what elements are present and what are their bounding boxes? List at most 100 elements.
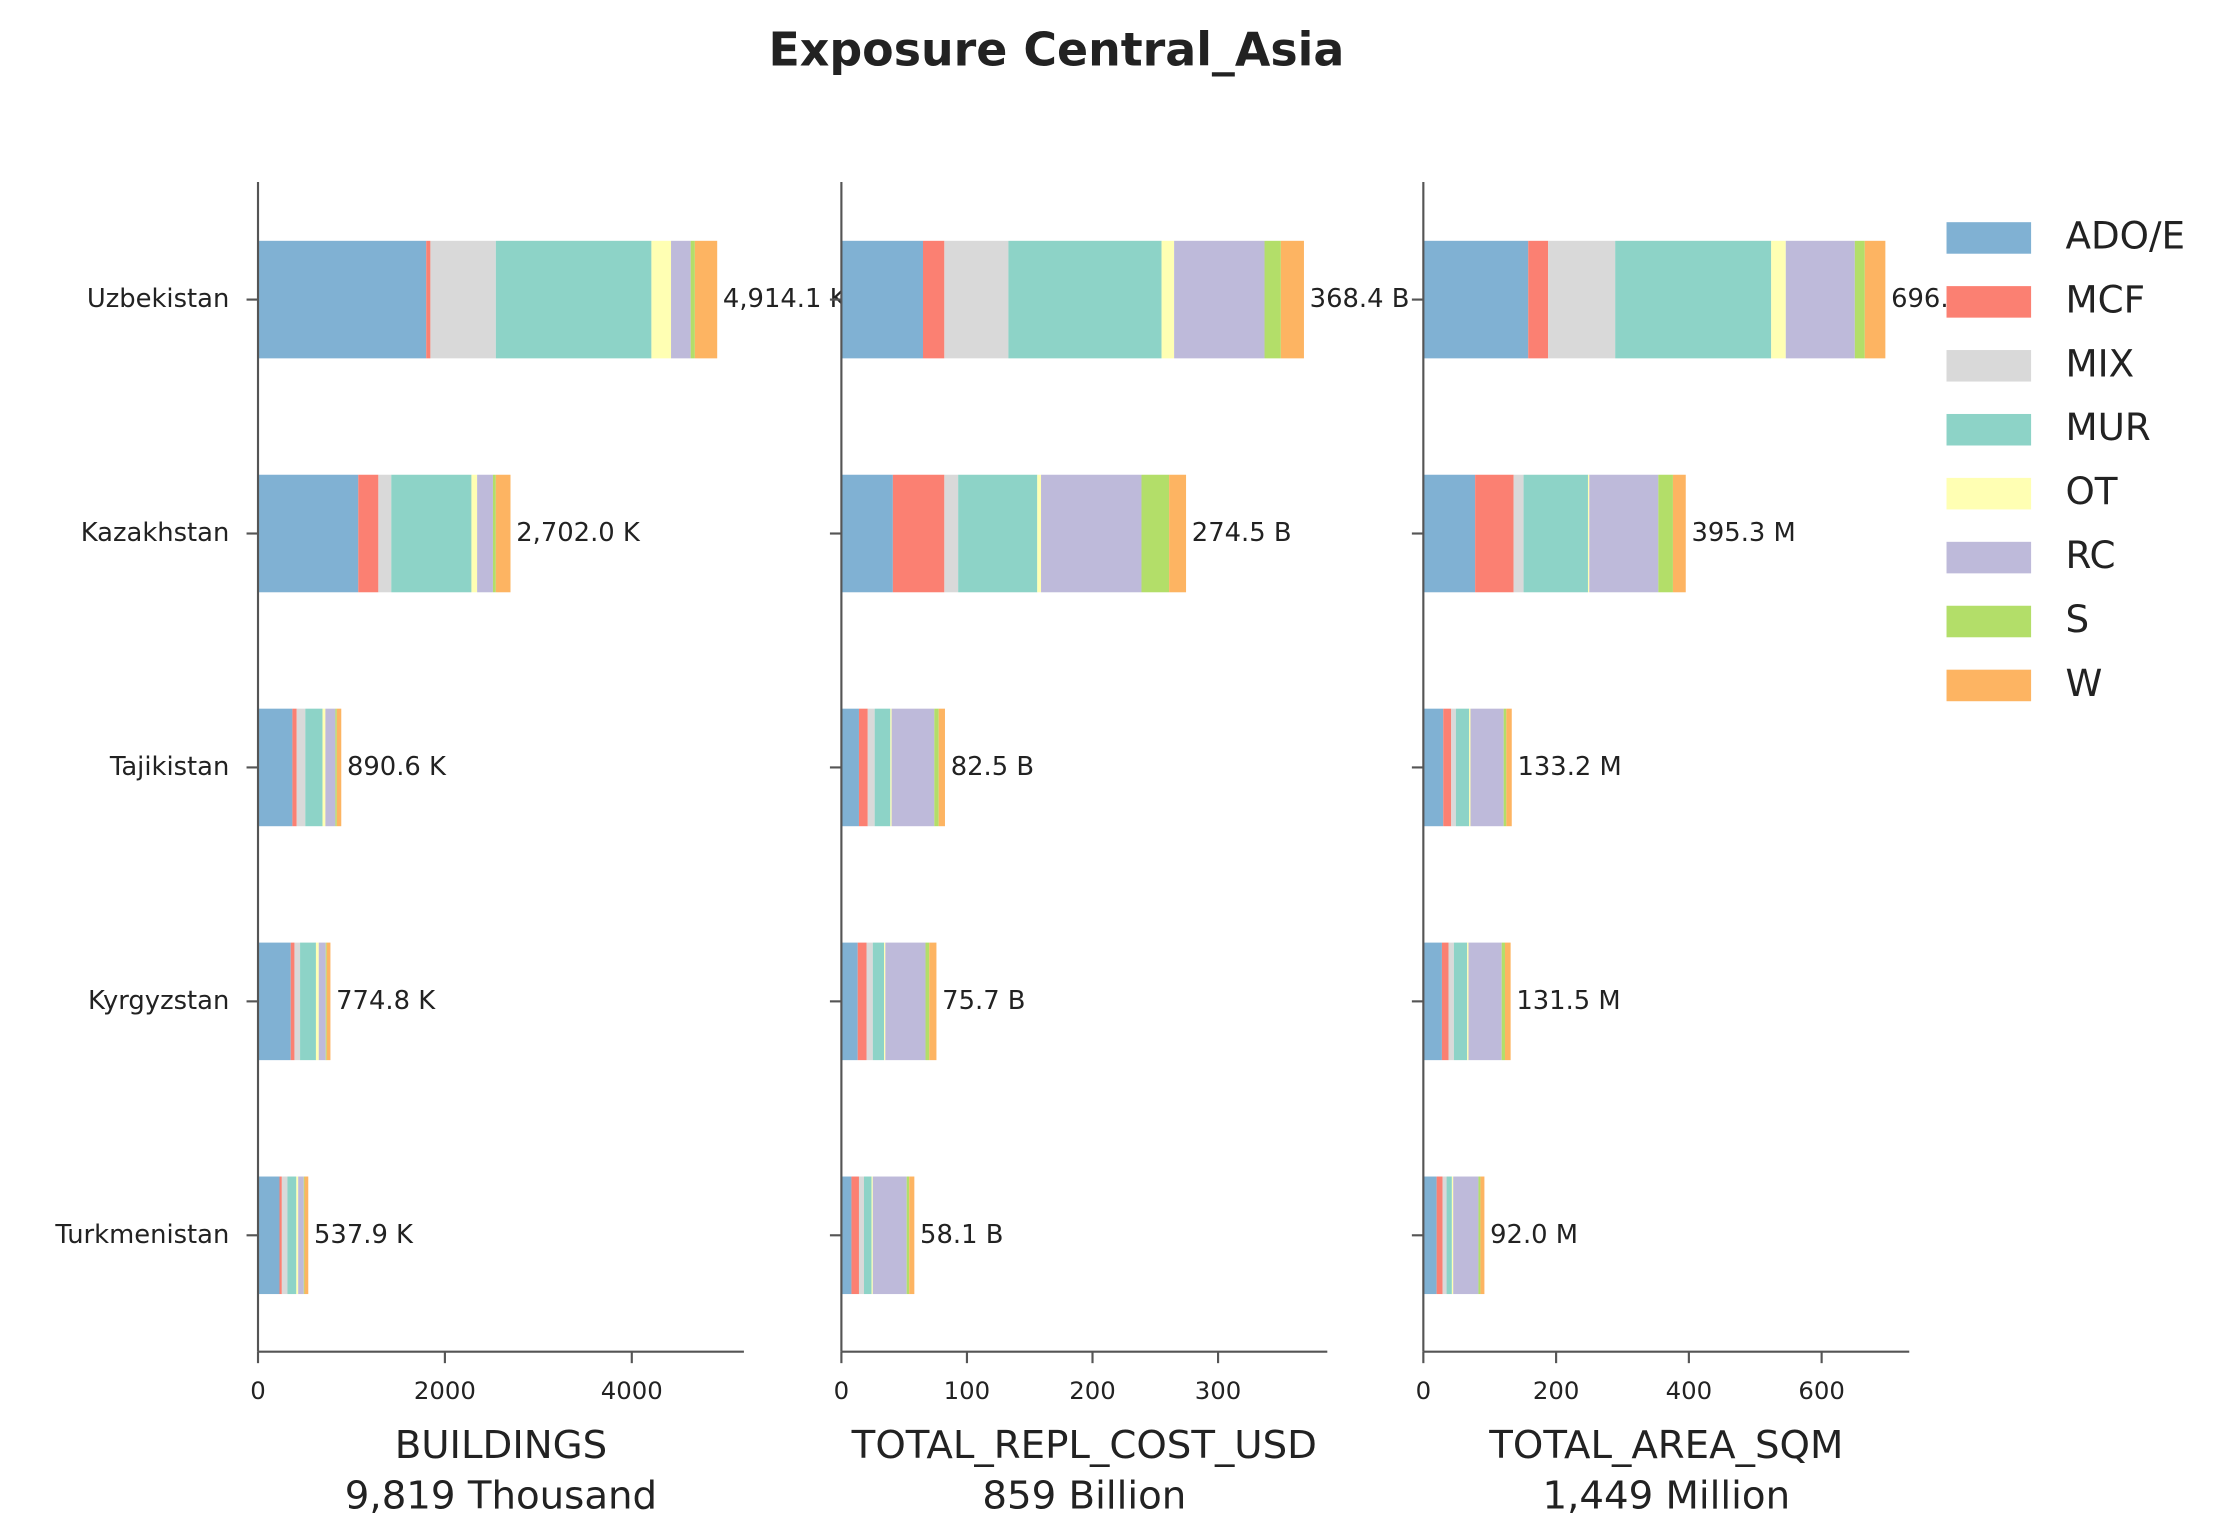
x-axis-total: 859 Billion (982, 1473, 1186, 1518)
bar-segment (906, 1176, 910, 1295)
bar-segment (1280, 240, 1304, 359)
total-label: 537.9 K (314, 1220, 414, 1250)
bar-segment (866, 942, 873, 1061)
y-tick-label: Turkmenistan (54, 1220, 229, 1250)
bar-segment (258, 240, 427, 359)
bar-segment (694, 240, 718, 359)
bar-segment (258, 1176, 280, 1295)
bar-segment (671, 240, 691, 359)
total-label: 368.4 B (1310, 284, 1410, 314)
y-tick-label: Tajikistan (109, 752, 229, 782)
legend-label: OT (2065, 469, 2117, 513)
bar-segment (1453, 942, 1468, 1061)
bar-segment (891, 708, 935, 827)
bar-segment (258, 942, 291, 1061)
bar-segment (1501, 942, 1505, 1061)
bar-segment (890, 708, 892, 827)
bar-segment (1785, 240, 1855, 359)
total-label: 131.5 M (1516, 986, 1620, 1016)
x-tick-label: 400 (1666, 1376, 1713, 1405)
bar-segment (495, 240, 652, 359)
x-axis-total: 1,449 Million (1542, 1473, 1790, 1518)
bar-segment (892, 474, 945, 593)
bar-segment (1504, 942, 1511, 1061)
bar-segment (863, 1176, 872, 1295)
legend-label: W (2065, 661, 2102, 705)
bar-segment (426, 240, 431, 359)
bar-segment (1467, 942, 1469, 1061)
bar-segment (858, 1176, 864, 1295)
legend-swatch (1946, 605, 2032, 638)
legend-swatch (1946, 222, 2032, 254)
bar-segment (944, 474, 959, 593)
bar-segment (1446, 1176, 1452, 1295)
legend-label: RC (2065, 533, 2115, 577)
bar-segment (1441, 942, 1449, 1061)
bar-segment (884, 942, 886, 1061)
bar-segment (1169, 474, 1187, 593)
x-axis-total: 9,819 Thousand (345, 1473, 657, 1518)
bar-segment (1475, 474, 1514, 593)
bar-segment (938, 708, 945, 827)
bar-segment (1453, 1176, 1479, 1295)
bar-segment (391, 474, 472, 593)
bar-segment (318, 942, 326, 1061)
bar-segment (857, 942, 867, 1061)
bar-segment (1455, 708, 1470, 827)
bar-segment (1141, 474, 1170, 593)
bar-segment (1161, 240, 1175, 359)
bar-segment (851, 1176, 859, 1295)
legend-swatch (1946, 286, 2032, 318)
bar-segment (1528, 240, 1549, 359)
bar-segment (495, 474, 511, 593)
bar-segment (258, 474, 359, 593)
bar-segment (1423, 240, 1529, 359)
bar-segment (1174, 240, 1265, 359)
total-label: 890.6 K (347, 752, 447, 782)
legend-label: MIX (2065, 341, 2134, 385)
legend-swatch (1946, 541, 2032, 574)
bar-segment (1503, 708, 1507, 827)
bar-segment (858, 708, 868, 827)
bar-segment (304, 1176, 309, 1295)
bar-segment (1423, 942, 1442, 1061)
bar-segment (871, 1176, 873, 1295)
bar-segment (326, 942, 331, 1061)
total-label: 4,914.1 K (723, 284, 848, 314)
bar-segment (296, 708, 306, 827)
x-axis-label: TOTAL_REPL_COST_USD (851, 1423, 1317, 1468)
bar-segment (1523, 474, 1588, 593)
bar-segment (1041, 474, 1142, 593)
x-tick-label: 200 (1069, 1376, 1116, 1405)
bar-segment (1264, 240, 1281, 359)
bar-segment (1451, 708, 1456, 827)
bar-segment (1469, 708, 1471, 827)
legend-swatch (1946, 350, 2032, 382)
total-label: 395.3 M (1691, 518, 1795, 548)
bar-segment (1451, 1176, 1454, 1295)
bar-segment (430, 240, 496, 359)
bar-segment (872, 1176, 907, 1295)
bar-segment (909, 1176, 915, 1295)
total-label: 774.8 K (336, 986, 436, 1016)
x-tick-label: 4000 (601, 1376, 663, 1405)
bar-segment (315, 942, 319, 1061)
bar-segment (477, 474, 493, 593)
bar-segment (841, 474, 893, 593)
bar-segment (325, 708, 336, 827)
x-tick-label: 0 (1416, 1376, 1431, 1405)
bar-segment (1771, 240, 1786, 359)
y-tick-label: Kyrgyzstan (88, 986, 229, 1016)
bar-segment (1448, 942, 1454, 1061)
bar-segment (1443, 708, 1452, 827)
total-label: 58.1 B (920, 1220, 1003, 1250)
bar-segment (925, 942, 930, 1061)
bar-segment (1548, 240, 1616, 359)
bar-segment (1423, 474, 1476, 593)
legend-label: ADO/E (2065, 213, 2185, 257)
legend-swatch (1946, 669, 2032, 702)
bar-segment (944, 240, 1009, 359)
legend-label: MCF (2065, 277, 2145, 321)
legend-swatch (1946, 413, 2032, 446)
chart-title: Exposure Central_Asia (768, 23, 1344, 77)
